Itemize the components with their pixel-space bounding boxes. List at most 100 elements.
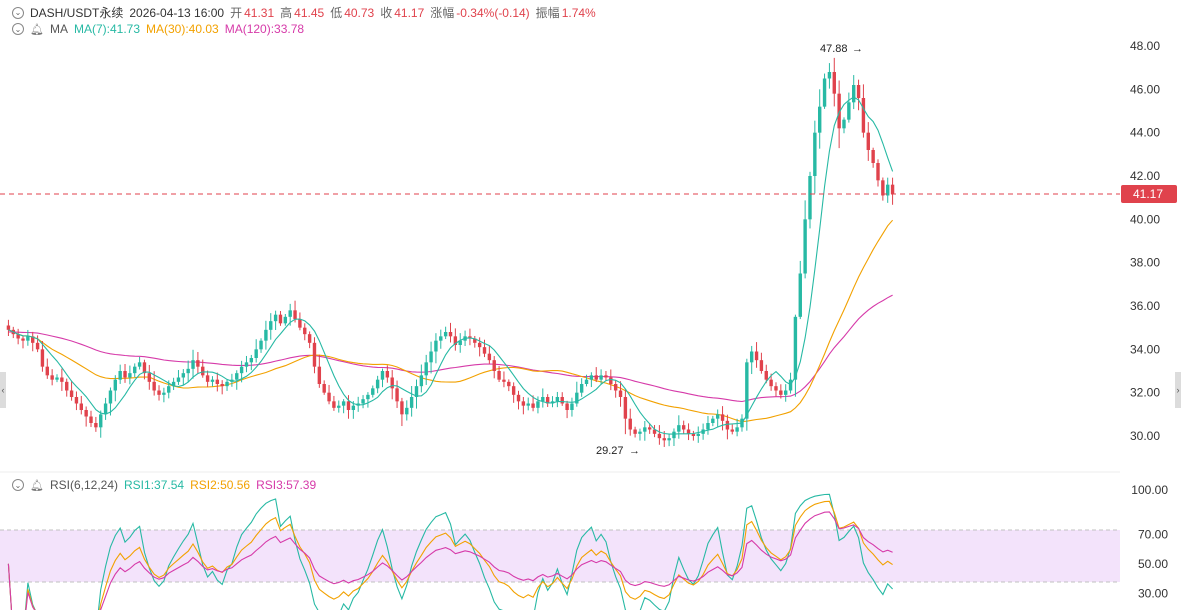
candle-body <box>21 338 25 341</box>
alert-bell-icon[interactable]: 🔔︎ <box>30 479 44 492</box>
candle-body <box>181 373 186 378</box>
candle-body <box>827 72 832 79</box>
candle-body <box>414 386 419 397</box>
candle-body <box>94 423 98 428</box>
candle-body <box>720 414 725 421</box>
candle-body <box>201 366 205 376</box>
candle-body <box>254 349 258 358</box>
candle-body <box>69 390 74 397</box>
symbol-label: DASH/USDT永续 <box>30 6 124 20</box>
ma7-line <box>8 96 894 435</box>
candle-body <box>487 353 492 361</box>
candle-body <box>74 397 79 404</box>
candle-body <box>307 334 312 343</box>
candle-body <box>604 375 608 378</box>
candle-body <box>652 429 657 434</box>
rsi-indicator-label[interactable]: RSI(6,12,24) <box>49 478 119 492</box>
rsi1-value: RSI1:37.54 <box>124 478 185 492</box>
candle-body <box>123 371 127 378</box>
candle-body <box>40 349 45 367</box>
candle-body <box>706 423 710 430</box>
candle-body <box>269 321 273 330</box>
candle-body <box>215 379 220 384</box>
collapse-chevron-icon[interactable]: ⌄ <box>12 479 24 491</box>
min-arrow-icon: → <box>629 445 640 457</box>
candle-body <box>186 368 190 374</box>
candle-body <box>618 390 623 397</box>
candle-body <box>662 438 666 441</box>
candle-body <box>871 150 875 163</box>
change-value: -0.34%(-0.14) <box>456 5 530 20</box>
candle-body <box>225 381 229 387</box>
rsi1-polyline <box>7 493 893 610</box>
candle-body <box>288 310 292 317</box>
scroll-right-handle[interactable]: › <box>1175 372 1181 408</box>
candle-body <box>866 132 870 150</box>
candle-body <box>837 93 841 129</box>
ma30-polyline <box>8 219 894 423</box>
alert-bell-icon[interactable]: 🔔︎ <box>30 23 44 36</box>
candle-body <box>137 362 142 367</box>
price-tick-label: 42.00 <box>1130 169 1160 183</box>
rsi3-polyline <box>7 511 893 610</box>
candle-body <box>609 377 613 384</box>
rsi-lines <box>7 493 893 610</box>
max-price-label: 47.88 <box>820 43 848 55</box>
candle-body <box>162 392 166 395</box>
candle-body <box>536 401 540 408</box>
candle-body <box>881 180 885 196</box>
candle-body <box>847 102 851 120</box>
candle-body <box>696 433 700 436</box>
close-label: 收 <box>380 6 393 20</box>
candle-body <box>273 314 278 322</box>
ma7-value: MA(7):41.73 <box>73 22 140 36</box>
open-label: 开 <box>230 6 243 20</box>
candle-body <box>419 375 424 387</box>
change-label: 涨幅 <box>430 6 455 20</box>
candle-body <box>390 377 394 389</box>
candle-body <box>152 381 156 391</box>
candle-body <box>16 334 20 339</box>
candle-body <box>613 384 618 391</box>
candle-body <box>424 362 428 376</box>
candle-body <box>380 371 385 380</box>
candle-body <box>754 351 759 361</box>
current-price-tag: 41.17 <box>1121 184 1177 203</box>
candle-body <box>244 362 249 367</box>
candle-body <box>589 375 594 380</box>
candle-body <box>822 78 827 107</box>
candle-body <box>346 401 351 410</box>
candle-body <box>147 373 152 382</box>
candle-body <box>220 384 224 387</box>
candle-body <box>239 366 244 374</box>
candle-body <box>142 362 147 374</box>
candle-body <box>832 72 836 94</box>
candle-body <box>259 340 263 350</box>
candle-body <box>322 384 326 393</box>
candle-body <box>312 342 317 367</box>
collapse-chevron-icon[interactable]: ⌄ <box>12 23 24 35</box>
candle-body <box>99 414 103 428</box>
candle-body <box>35 342 40 350</box>
collapse-chevron-icon[interactable]: ⌄ <box>12 6 24 19</box>
candle-body <box>317 366 322 384</box>
candle-body <box>511 386 516 395</box>
candle-body <box>560 397 564 404</box>
candle-body <box>473 338 477 343</box>
candle-body <box>439 336 443 341</box>
ma30-value: MA(30):40.03 <box>146 22 219 36</box>
candle-body <box>210 379 215 382</box>
scroll-left-handle[interactable]: ‹ <box>0 372 6 408</box>
candle-body <box>395 388 399 402</box>
candle-body <box>157 390 161 395</box>
price-tick-label: 48.00 <box>1130 39 1160 53</box>
max-annotation: 47.88 → <box>820 43 863 55</box>
rsi2-value: RSI2:50.56 <box>190 478 251 492</box>
price-tick-label: 32.00 <box>1130 386 1160 400</box>
ma-indicator-label[interactable]: MA <box>49 22 68 36</box>
candle-body <box>458 340 462 345</box>
ma-legend: ⌄ 🔔︎ MA MA(7):41.73 MA(30):40.03 MA(120)… <box>12 22 310 36</box>
candle-body <box>65 381 69 391</box>
candle-body <box>774 386 778 391</box>
